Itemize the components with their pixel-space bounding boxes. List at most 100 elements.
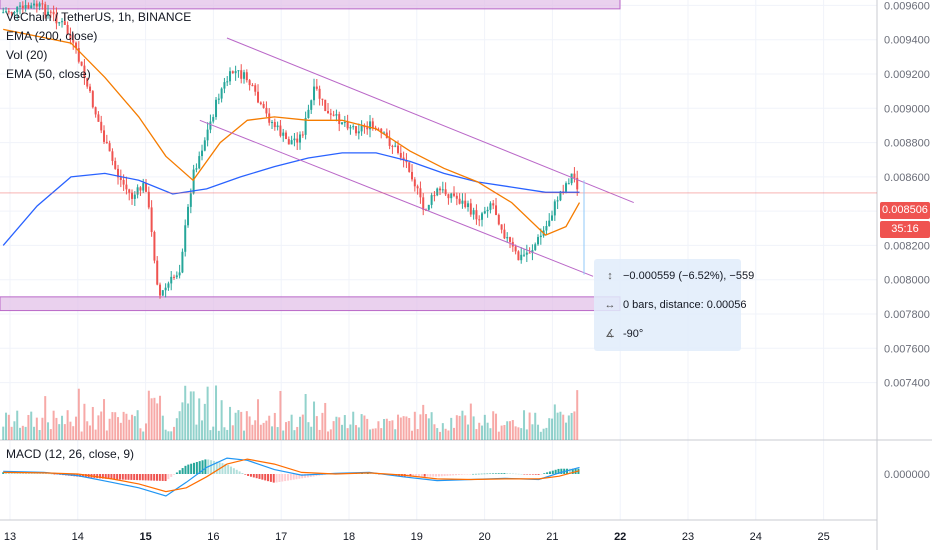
macd-histogram-bar xyxy=(315,474,318,477)
candle-body xyxy=(472,210,475,215)
volume-bar xyxy=(450,417,453,440)
candle-body xyxy=(131,192,134,199)
price-tick-label: 0.007400 xyxy=(884,378,930,390)
macd-histogram-bar xyxy=(99,474,102,479)
candle-body xyxy=(335,114,338,116)
macd-histogram-bar xyxy=(22,472,25,474)
macd-histogram-bar xyxy=(560,468,563,474)
volume-bar xyxy=(411,430,414,440)
time-tick-label: 17 xyxy=(275,531,287,543)
volume-legend[interactable]: Vol (20) xyxy=(6,48,48,62)
candle-body xyxy=(111,151,114,161)
volume-bar xyxy=(573,411,576,440)
channel-lower-line xyxy=(199,119,594,277)
macd-histogram-bar xyxy=(440,474,443,477)
candle-body xyxy=(203,140,206,151)
time-tick-label: 14 xyxy=(72,531,84,543)
macd-histogram-bar xyxy=(557,468,560,474)
candle-body xyxy=(159,284,162,296)
volume-bar xyxy=(433,424,436,440)
volume-bar xyxy=(391,420,394,440)
macd-histogram-bar xyxy=(133,474,136,481)
macd-histogram-bar xyxy=(204,459,207,474)
volume-bar xyxy=(556,412,559,440)
volume-bar xyxy=(523,410,526,440)
volume-bar xyxy=(553,404,556,440)
candle-body xyxy=(55,14,58,24)
candle-body xyxy=(142,183,145,191)
volume-bar xyxy=(35,417,38,440)
volume-bar xyxy=(156,403,159,440)
volume-bar xyxy=(240,411,243,440)
volume-bar xyxy=(187,403,190,440)
volume-bar xyxy=(5,412,8,440)
candle-body xyxy=(483,211,486,214)
macd-histogram-bar xyxy=(116,474,119,480)
macd-histogram-bar xyxy=(474,473,477,475)
volume-bar xyxy=(198,398,201,440)
candle-body xyxy=(357,131,360,134)
volume-bar xyxy=(419,414,422,440)
candle-body xyxy=(44,4,47,16)
volume-bar xyxy=(559,411,562,440)
candle-body xyxy=(503,229,506,239)
macd-histogram-bar xyxy=(221,463,224,474)
candle-body xyxy=(329,113,332,115)
candle-body xyxy=(24,5,27,9)
price-tick-label: 0.009000 xyxy=(884,103,930,115)
candle-body xyxy=(125,184,128,190)
volume-bar xyxy=(576,390,579,440)
macd-histogram-bar xyxy=(153,474,156,481)
measure-angle: -90° xyxy=(623,328,644,340)
volume-bar xyxy=(366,418,369,440)
volume-bar xyxy=(245,411,248,440)
volume-bar xyxy=(402,416,405,440)
volume-bar xyxy=(139,428,142,440)
macd-legend[interactable]: MACD (12, 26, close, 9) xyxy=(6,447,135,461)
macd-histogram-bar xyxy=(548,471,551,474)
candle-body xyxy=(5,11,8,13)
volume-bar xyxy=(537,424,540,440)
candle-body xyxy=(506,237,509,239)
candle-body xyxy=(517,251,520,261)
candle-body xyxy=(327,111,330,114)
volume-bar xyxy=(41,417,44,440)
candle-body xyxy=(413,179,416,187)
candle-body xyxy=(265,107,268,114)
candle-body xyxy=(391,145,394,147)
macd-histogram-bar xyxy=(101,474,104,479)
volume-bar xyxy=(427,418,430,440)
chart-legend: VeChain / TetherUS, 1h, BINANCE EMA (200… xyxy=(6,8,191,84)
volume-bar xyxy=(27,414,30,440)
volume-bar xyxy=(251,424,254,440)
volume-bar xyxy=(125,413,128,440)
candle-body xyxy=(441,189,444,191)
ema50-legend[interactable]: EMA (50, close) xyxy=(6,67,91,81)
time-tick-label: 18 xyxy=(343,531,355,543)
candle-body xyxy=(343,121,346,123)
macd-histogram-bar xyxy=(30,472,33,474)
macd-histogram-bar xyxy=(446,474,449,476)
volume-bar xyxy=(7,414,10,440)
candle-body xyxy=(405,160,408,163)
macd-histogram-bar xyxy=(449,474,452,476)
macd-histogram-bar xyxy=(19,472,22,474)
candle-body xyxy=(486,209,489,212)
time-tick-label: 19 xyxy=(411,531,423,543)
volume-bar xyxy=(215,385,218,440)
volume-bar xyxy=(21,425,24,440)
volume-bar xyxy=(61,415,64,440)
volume-bar xyxy=(548,418,551,440)
candle-body xyxy=(366,127,369,130)
volume-bar xyxy=(360,414,363,440)
macd-histogram-bar xyxy=(198,461,201,474)
candle-body xyxy=(520,254,523,261)
macd-histogram-bar xyxy=(244,474,247,475)
macd-histogram-bar xyxy=(472,473,475,475)
ema200-legend[interactable]: EMA (200, close) xyxy=(6,29,98,43)
candle-body xyxy=(128,189,131,193)
candle-body xyxy=(2,12,5,14)
volume-bar xyxy=(408,417,411,440)
volume-bar xyxy=(226,429,229,440)
